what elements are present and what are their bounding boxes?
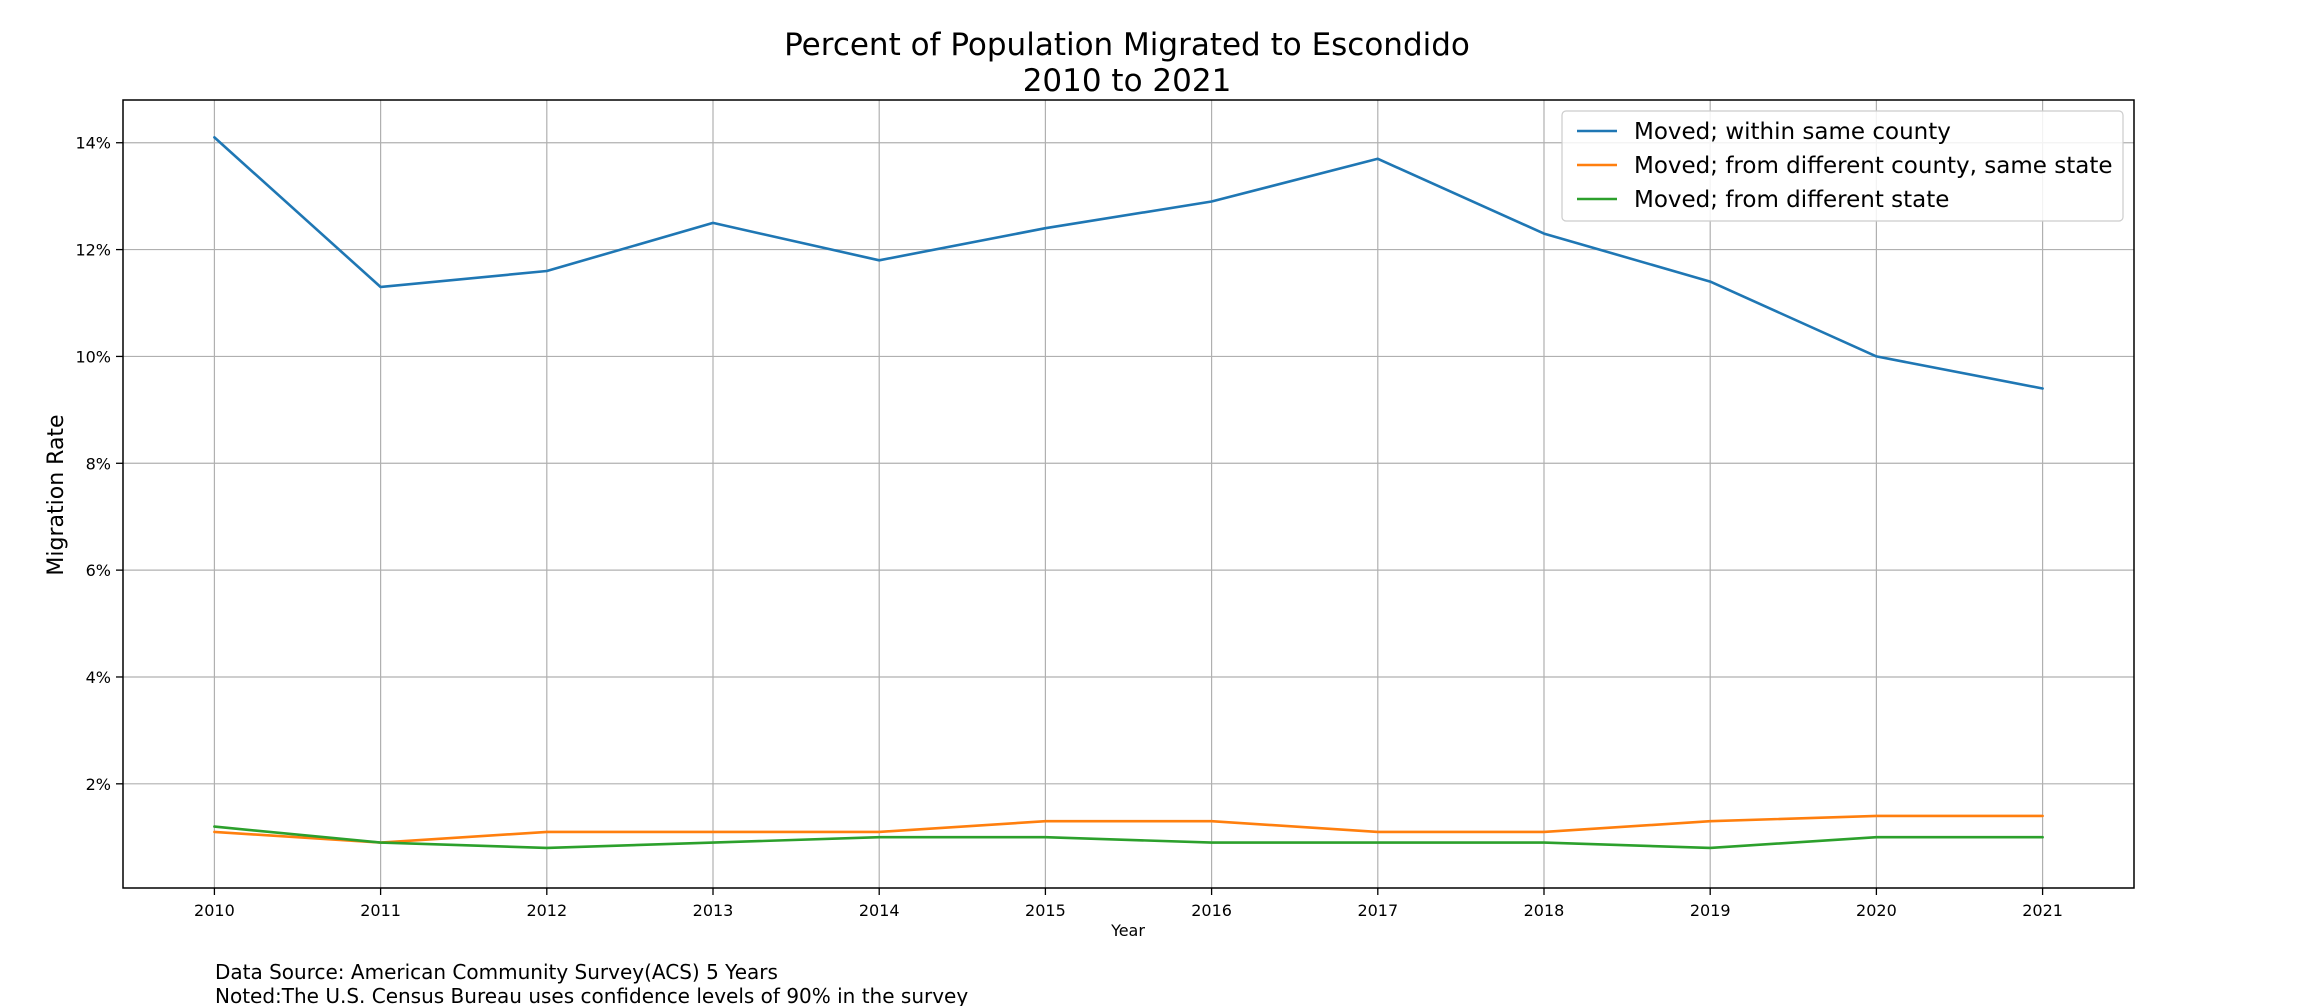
series-line-moved-within-same-county <box>213 136 2044 390</box>
series-lines <box>213 136 2044 850</box>
x-tick-label: 2021 <box>2022 901 2063 920</box>
y-tick-label: 2% <box>86 775 111 794</box>
y-tick-label: 14% <box>75 134 111 153</box>
series-line-moved-from-different-state <box>213 825 2044 850</box>
x-tick-label: 2018 <box>1524 901 1565 920</box>
x-tick-label: 2010 <box>194 901 235 920</box>
y-tick-label: 8% <box>86 454 111 473</box>
y-axis-label: Migration Rate <box>44 414 69 575</box>
y-tick-label: 10% <box>75 347 111 366</box>
x-tick-label: 2016 <box>1191 901 1232 920</box>
y-tick-label: 4% <box>86 668 111 687</box>
y-tick-label: 6% <box>86 561 111 580</box>
legend-label-within-county: Moved; within same county <box>1634 119 1951 145</box>
x-tick-label: 2020 <box>1856 901 1897 920</box>
chart-title-line1: Percent of Population Migrated to Escond… <box>784 27 1470 63</box>
x-tick-label: 2014 <box>859 901 900 920</box>
data-source-note: Data Source: American Community Survey(A… <box>215 960 778 984</box>
y-tick-label: 12% <box>75 241 111 260</box>
grid-lines <box>123 100 2134 888</box>
x-axis-label: Year <box>1110 921 1145 940</box>
chart-title-line2: 2010 to 2021 <box>1023 63 1232 99</box>
legend-label-different-state: Moved; from different state <box>1634 187 1949 213</box>
x-tick-label: 2019 <box>1690 901 1731 920</box>
x-tick-label: 2015 <box>1025 901 1066 920</box>
confidence-note: Noted:The U.S. Census Bureau uses confid… <box>215 984 968 1006</box>
x-tick-label: 2011 <box>360 901 401 920</box>
y-axis-ticks: 2% 4% 6% 8% 10% 12% 14% <box>75 134 123 794</box>
x-tick-label: 2017 <box>1357 901 1398 920</box>
legend: Moved; within same county Moved; from di… <box>1561 110 2124 222</box>
x-tick-label: 2013 <box>693 901 734 920</box>
plot-area-frame <box>122 99 2135 889</box>
x-axis-ticks: 2010 2011 2012 2013 2014 2015 2016 2017 2018 2019… <box>194 888 2063 920</box>
series-line-moved-from-different-county-same-state <box>213 814 2044 844</box>
legend-label-different-county: Moved; from different county, same state <box>1634 153 2113 179</box>
legend-box <box>1561 110 2124 222</box>
x-tick-label: 2012 <box>526 901 567 920</box>
